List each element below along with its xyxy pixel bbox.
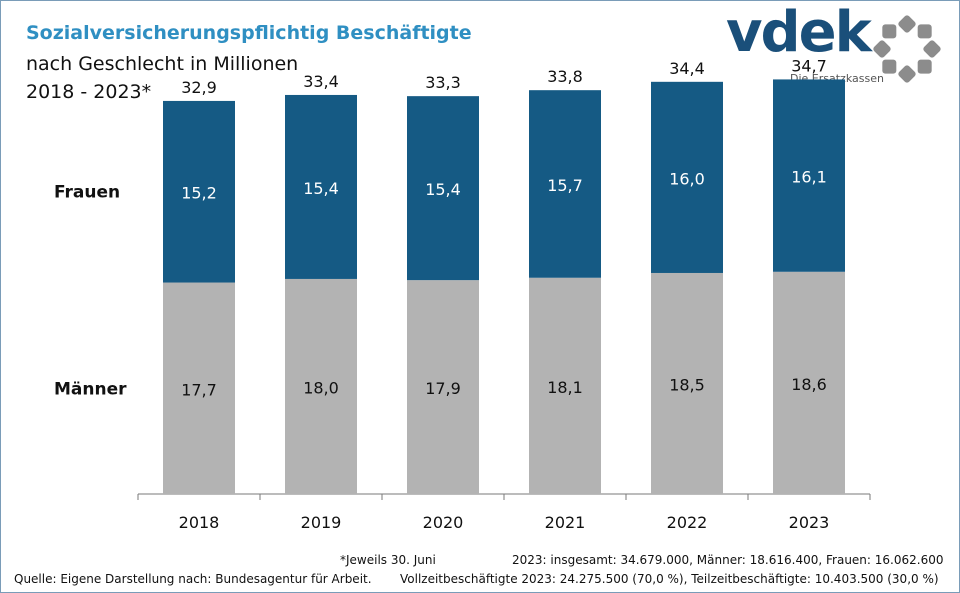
data-label: 15,4 xyxy=(425,180,461,199)
total-label: 32,9 xyxy=(181,78,217,97)
bar-segment-frauen xyxy=(163,100,235,283)
bar-segment-männer xyxy=(163,282,235,494)
logo-ring-segment xyxy=(882,24,897,39)
total-label: 33,4 xyxy=(303,72,339,91)
data-label: 15,4 xyxy=(303,179,339,198)
bar-segment-frauen xyxy=(407,96,479,281)
data-label: 16,1 xyxy=(791,168,827,187)
data-label: 17,7 xyxy=(181,380,217,399)
total-label: 34,4 xyxy=(669,59,705,78)
logo-ring-icon xyxy=(873,15,941,83)
logo-ring-segment xyxy=(923,40,941,58)
data-label: 16,0 xyxy=(669,169,705,188)
x-tick-label: 2018 xyxy=(179,513,220,532)
data-label: 15,7 xyxy=(547,176,583,195)
bar-segment-frauen xyxy=(285,94,357,279)
legend-frauen: Frauen xyxy=(54,183,120,203)
data-label: 17,9 xyxy=(425,379,461,398)
data-label: 18,0 xyxy=(303,378,339,397)
logo-ring-segment xyxy=(917,59,932,74)
bar-segment-männer xyxy=(773,271,845,494)
bar-segment-frauen xyxy=(773,79,845,272)
x-tick-label: 2021 xyxy=(545,513,586,532)
total-label: 33,8 xyxy=(547,67,583,86)
vdek-logo: vdek Die Ersatzkassen xyxy=(726,0,948,90)
logo-ring-segment xyxy=(917,24,932,39)
legend-männer: Männer xyxy=(54,379,127,399)
data-label: 18,6 xyxy=(791,375,827,394)
logo-ring-segment xyxy=(898,65,916,83)
x-tick-label: 2022 xyxy=(667,513,708,532)
bar-segment-frauen xyxy=(529,90,601,278)
source-note: Quelle: Eigene Darstellung nach: Bundesa… xyxy=(14,572,372,586)
chart-title: Sozialversicherungspflichtig Beschäftigt… xyxy=(26,22,472,44)
bar-segment-männer xyxy=(651,272,723,494)
totals-note: 2023: insgesamt: 34.679.000, Männer: 18.… xyxy=(512,553,944,567)
stacked-bar-chart: 17,7 15,2 32,9 2018 18,0 15,4 33,4 2019 17,9 15,4… xyxy=(54,56,871,532)
x-tick-label: 2019 xyxy=(301,513,342,532)
logo-ring-segment xyxy=(898,15,916,33)
bar-segment-männer xyxy=(285,278,357,494)
bar-segment-frauen xyxy=(651,81,723,273)
data-label: 18,5 xyxy=(669,375,705,394)
data-label: 18,1 xyxy=(547,378,583,397)
total-label: 34,7 xyxy=(791,56,827,75)
logo-wordmark: vdek xyxy=(726,0,872,65)
x-tick-label: 2020 xyxy=(423,513,464,532)
data-label: 15,2 xyxy=(181,184,217,203)
chart-subtitle: nach Geschlecht in Millionen xyxy=(26,53,299,75)
bar-segment-männer xyxy=(407,280,479,494)
chart-period: 2018 - 2023* xyxy=(26,81,152,103)
x-tick-label: 2023 xyxy=(789,513,830,532)
fulltime-note: Vollzeitbeschäftigte 2023: 24.275.500 (7… xyxy=(400,572,939,586)
total-label: 33,3 xyxy=(425,73,461,92)
logo-ring-segment xyxy=(873,40,891,58)
logo-ring-segment xyxy=(882,59,897,74)
bar-segment-männer xyxy=(529,277,601,494)
footnote: *Jeweils 30. Juni xyxy=(340,553,436,567)
